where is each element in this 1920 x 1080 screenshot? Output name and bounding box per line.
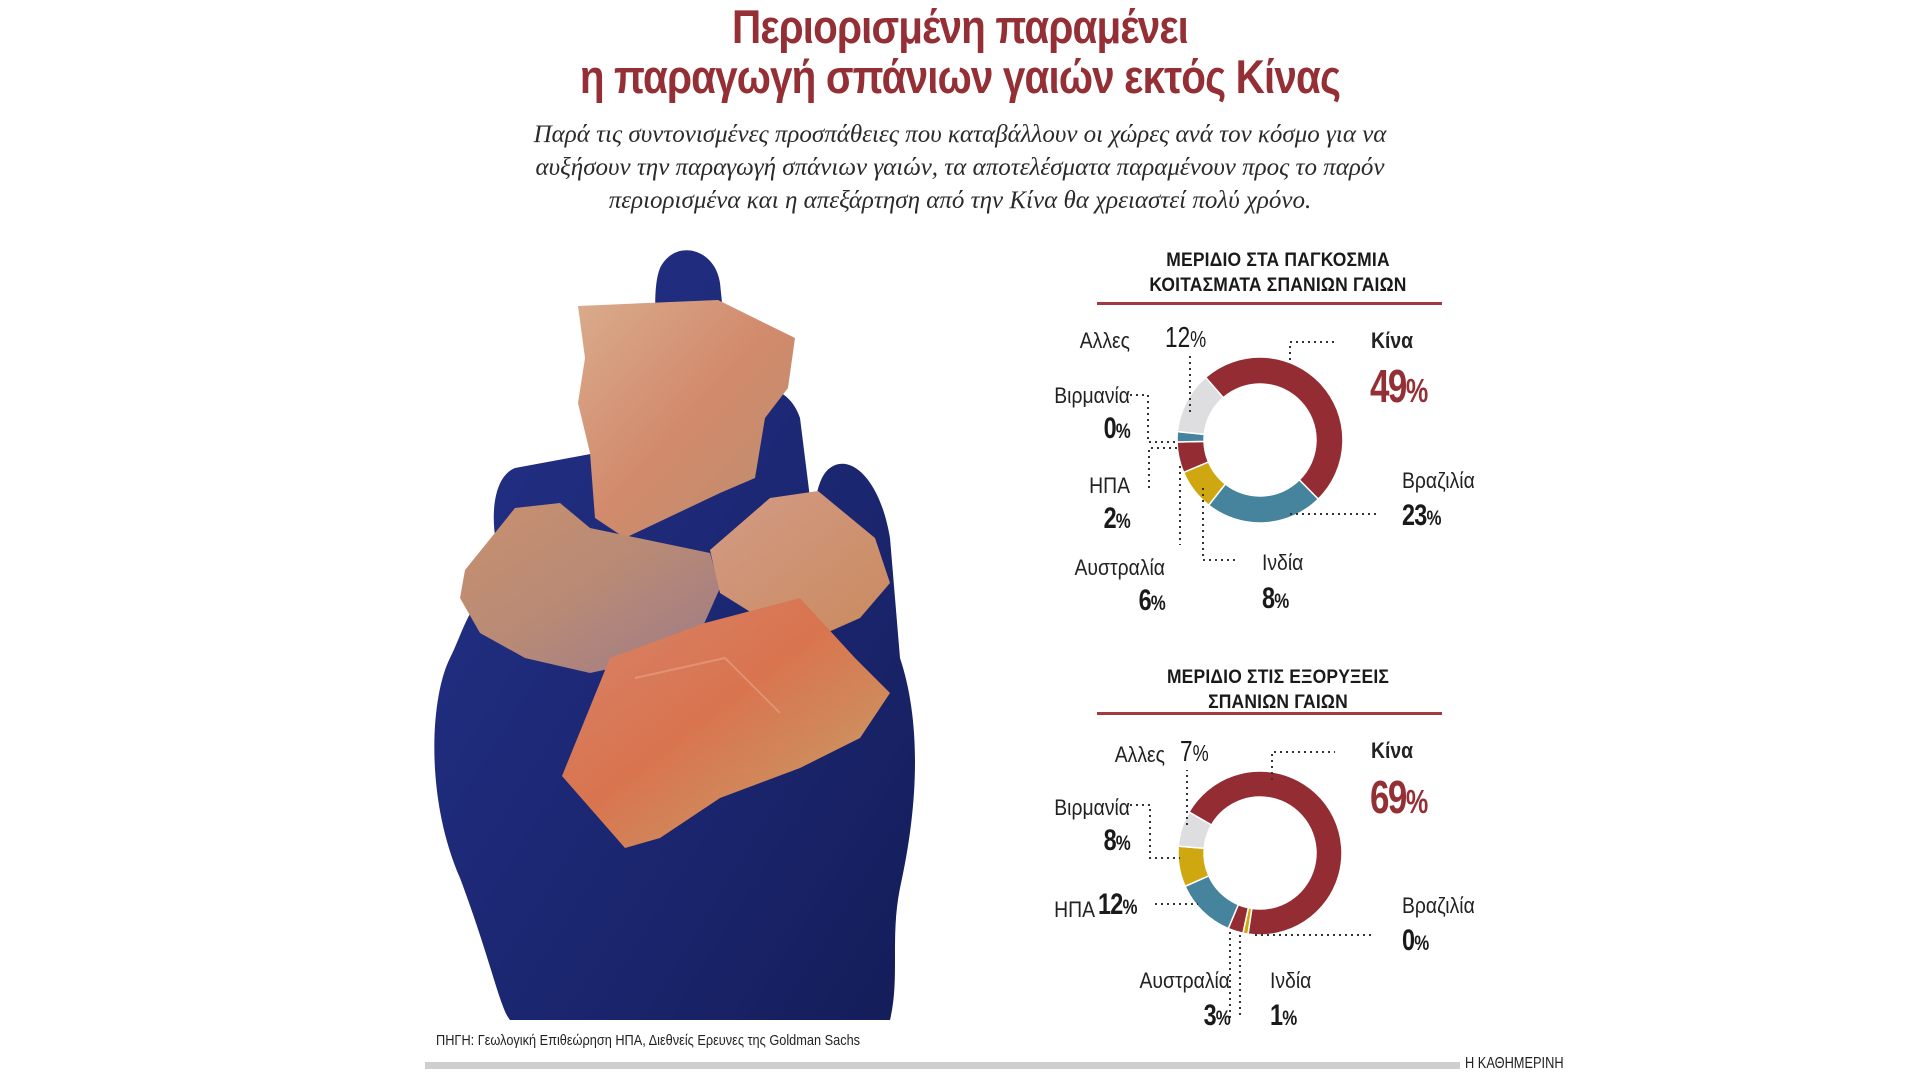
publisher-brand: Η ΚΑΘΗΜΕΡΙΝΗ	[1465, 1055, 1564, 1072]
chart2-value-brazil: 0%	[1402, 924, 1429, 959]
chart1-heading: ΜΕΡΙΔΙΟ ΣΤΑ ΠΑΓΚΟΣΜΙΑ ΚΟΙΤΑΣΜΑΤΑ ΣΠΑΝΙΩΝ…	[1110, 248, 1446, 298]
value-number: 49	[1370, 360, 1407, 412]
value-number: 8	[1262, 582, 1275, 615]
donut-segment-6	[1177, 810, 1213, 850]
chart2-value-india: 1%	[1270, 999, 1297, 1034]
donut-segment-6	[1176, 376, 1225, 436]
donut-segment-4	[1184, 874, 1240, 930]
value-number: 0	[1103, 412, 1117, 445]
chart1-heading-line1: ΜΕΡΙΔΙΟ ΣΤΑ ΠΑΓΚΟΣΜΙΑ	[1166, 250, 1390, 271]
chart1-label-china: Κίνα	[1371, 328, 1414, 353]
subtitle-line: Παρά τις συντονισμένες προσπάθειες που κ…	[533, 121, 1387, 148]
donut-segment-0	[1187, 770, 1343, 936]
chart2-heading-line1: ΜΕΡΙΔΙΟ ΣΤΙΣ ΕΞΟΡΥΞΕΙΣ	[1166, 667, 1390, 688]
donut-segment-1	[1207, 478, 1320, 524]
donut-segment-0	[1204, 356, 1344, 501]
percent-sign: %	[1115, 830, 1131, 855]
value-number: 1	[1270, 999, 1283, 1032]
subtitle-line: αυξήσουν την παραγωγή σπάνιων γαιών, τα …	[535, 154, 1385, 181]
value-number: 23	[1402, 499, 1427, 532]
source-note: ΠΗΓΗ: Γεωλογική Επιθεώρηση ΗΠΑ, Διεθνείς…	[436, 1032, 861, 1049]
chart1-label-australia: Αυστραλία	[1074, 555, 1165, 580]
chart1-value-china: 49%	[1370, 360, 1428, 416]
chart1-value-usa: 2%	[1052, 502, 1131, 537]
chart2-value-usa: 12%	[1098, 889, 1137, 923]
percent-sign: %	[1426, 505, 1441, 530]
percent-sign: %	[1122, 894, 1137, 919]
value-number: 3	[1203, 999, 1217, 1032]
percent-sign: %	[1150, 590, 1166, 615]
percent-sign: %	[1215, 1005, 1231, 1030]
chart1-label-india: Ινδία	[1262, 550, 1304, 575]
value-number: 0	[1402, 924, 1415, 957]
chart1-donut	[1176, 356, 1344, 524]
footer-bar	[425, 1062, 1460, 1069]
photo-glove-with-rare-earth-rocks	[420, 238, 1020, 1021]
subtitle: Παρά τις συντονισμένες προσπάθειες που κ…	[0, 118, 1920, 217]
chart1-value-others: 12%	[1165, 322, 1206, 355]
value-number: 12	[1165, 322, 1191, 354]
percent-sign: %	[1190, 326, 1207, 352]
chart1-value-australia: 6%	[1087, 584, 1166, 619]
value-number: 12	[1098, 888, 1123, 921]
percent-sign: %	[1192, 740, 1209, 766]
chart1-label-usa: ΗΠΑ	[1089, 473, 1130, 498]
chart2-donut	[1177, 770, 1343, 936]
chart2-label-india: Ινδία	[1270, 968, 1312, 993]
chart1-leader-lines	[1130, 341, 1380, 561]
chart2-label-australia: Αυστραλία	[1139, 968, 1230, 993]
chart2-value-china: 69%	[1370, 771, 1428, 827]
percent-sign: %	[1414, 930, 1429, 955]
chart1-heading-line2: ΚΟΙΤΑΣΜΑΤΑ ΣΠΑΝΙΩΝ ΓΑΙΩΝ	[1149, 275, 1407, 296]
chart2-value-burma: 8%	[1052, 824, 1131, 859]
chart2-heading: ΜΕΡΙΔΙΟ ΣΤΙΣ ΕΞΟΡΥΞΕΙΣ ΣΠΑΝΙΩΝ ΓΑΙΩΝ	[1110, 665, 1446, 715]
chart2-heading-line2: ΣΠΑΝΙΩΝ ΓΑΙΩΝ	[1208, 692, 1348, 713]
chart2-value-others: 7%	[1180, 736, 1209, 769]
page-title-line-1: Περιορισμένη παραμένει	[731, 0, 1189, 53]
chart1-label-others: Αλλες	[1079, 328, 1130, 353]
glove-rocks-illustration	[434, 250, 915, 1021]
chart2-label-others: Αλλες	[1114, 742, 1165, 767]
chart1-label-brazil: Βραζιλία	[1402, 468, 1475, 493]
chart2-label-china: Κίνα	[1371, 738, 1414, 763]
chart1-value-brazil: 23%	[1402, 500, 1441, 534]
value-number: 8	[1103, 824, 1117, 857]
page-title-line-2: η παραγωγή σπάνιων γαιών εκτός Κίνας	[579, 50, 1341, 103]
chart1-value-india: 8%	[1262, 582, 1289, 617]
chart2-label-brazil: Βραζιλία	[1402, 893, 1475, 918]
chart1-value-burma: 0%	[1052, 412, 1131, 447]
subtitle-line: περιορισμένα και η απεξάρτηση από την Κί…	[608, 187, 1312, 214]
percent-sign: %	[1405, 373, 1428, 410]
chart2-value-australia: 3%	[1152, 999, 1231, 1034]
chart1-heading-rule	[1097, 302, 1442, 305]
value-number: 2	[1103, 502, 1117, 535]
value-number: 7	[1180, 736, 1193, 768]
percent-sign: %	[1282, 1005, 1297, 1030]
chart2-label-usa: ΗΠΑ	[1054, 897, 1095, 922]
value-number: 6	[1138, 584, 1152, 617]
percent-sign: %	[1115, 418, 1131, 443]
percent-sign: %	[1274, 588, 1289, 613]
percent-sign: %	[1405, 784, 1428, 821]
chart2-heading-rule	[1097, 712, 1442, 715]
percent-sign: %	[1115, 508, 1131, 533]
value-number: 69	[1370, 771, 1407, 823]
chart2-label-burma: Βιρμανία	[1054, 795, 1130, 820]
chart1-label-burma: Βιρμανία	[1054, 383, 1130, 408]
chart2-leader-lines	[1130, 751, 1375, 1018]
